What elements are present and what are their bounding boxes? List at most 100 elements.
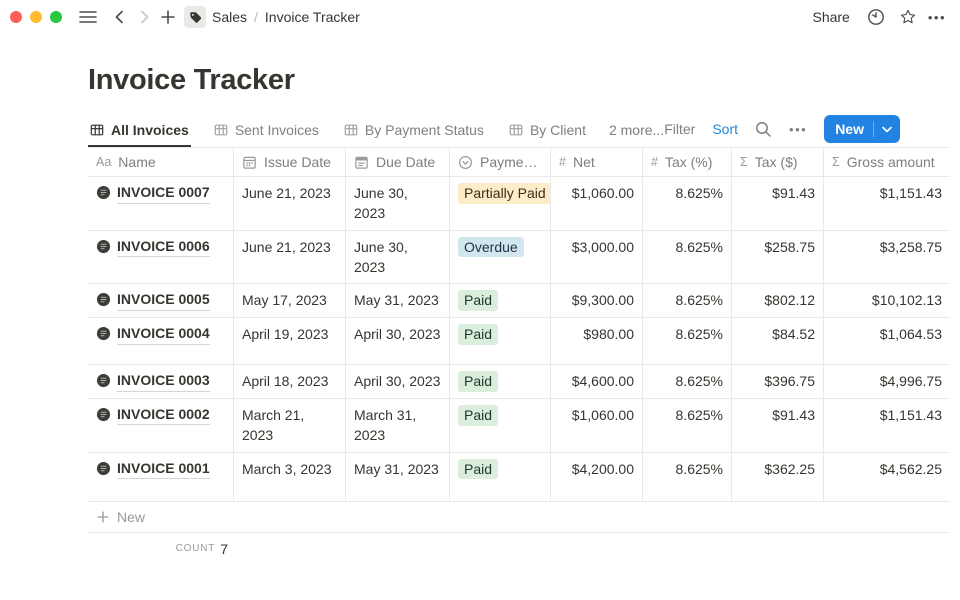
status-badge: Paid bbox=[458, 404, 499, 426]
due-date-cell[interactable]: May 31, 2023 bbox=[346, 284, 450, 318]
breadcrumb-separator: / bbox=[254, 9, 258, 25]
sidebar-menu-icon[interactable] bbox=[76, 5, 100, 29]
column-header-gross-amount[interactable]: Σ Gross amount bbox=[824, 148, 950, 176]
tax-percent-cell[interactable]: 8.625% bbox=[643, 284, 732, 318]
invoice-page-link[interactable]: INVOICE 0005 bbox=[88, 284, 234, 318]
gross-amount-cell[interactable]: $1,064.53 bbox=[879, 326, 942, 343]
column-header-name[interactable]: Aa Name bbox=[88, 148, 234, 176]
share-button[interactable]: Share bbox=[812, 9, 850, 25]
due-date-cell[interactable]: June 30, 2023 bbox=[346, 230, 450, 284]
due-date-cell[interactable]: May 31, 2023 bbox=[346, 452, 450, 501]
invoice-page-link[interactable]: INVOICE 0001 bbox=[88, 452, 234, 501]
net-cell[interactable]: $9,300.00 bbox=[551, 284, 643, 318]
tax-percent-cell[interactable]: 8.625% bbox=[643, 365, 732, 398]
column-header-tax[interactable]: Σ Tax ($) bbox=[732, 148, 824, 176]
filter-button[interactable]: Filter bbox=[664, 121, 696, 137]
nav-back-icon[interactable] bbox=[108, 5, 132, 29]
zoom-window-button[interactable] bbox=[50, 11, 62, 23]
net-cell[interactable]: $4,200.00 bbox=[551, 452, 643, 501]
tax-percent-cell[interactable]: 8.625% bbox=[643, 452, 732, 501]
column-header-net[interactable]: # Net bbox=[551, 148, 643, 176]
breadcrumb: Sales / Invoice Tracker bbox=[212, 9, 360, 25]
gross-amount-cell[interactable]: $4,562.25 bbox=[879, 460, 942, 477]
payment-status-cell[interactable]: Paid bbox=[450, 284, 551, 318]
invoice-page-link[interactable]: INVOICE 0004 bbox=[88, 318, 234, 365]
view-tab-sent-invoices[interactable]: Sent Invoices bbox=[212, 122, 321, 147]
payment-status-cell[interactable]: Partially Paid bbox=[450, 177, 551, 230]
payment-status-cell[interactable]: Paid bbox=[450, 398, 551, 452]
due-date-cell[interactable]: April 30, 2023 bbox=[346, 365, 450, 398]
gross-amount-cell[interactable]: $10,102.13 bbox=[871, 292, 942, 309]
gross-amount-cell[interactable]: $4,996.75 bbox=[879, 373, 942, 390]
search-icon[interactable] bbox=[755, 121, 772, 138]
count-footer[interactable]: COUNT 7 bbox=[88, 533, 234, 565]
breadcrumb-workspace[interactable]: Sales bbox=[212, 9, 248, 25]
more-options-icon[interactable]: ••• bbox=[927, 9, 946, 25]
new-entry-button[interactable]: New bbox=[824, 115, 900, 143]
tax-percent-cell[interactable]: 8.625% bbox=[643, 230, 732, 284]
issue-date-cell[interactable]: May 17, 2023 bbox=[234, 284, 346, 318]
tax-dollar-cell[interactable]: $84.52 bbox=[732, 318, 824, 365]
new-page-plus-icon[interactable] bbox=[156, 5, 180, 29]
payment-status-cell[interactable]: Paid bbox=[450, 365, 551, 398]
issue-date-cell[interactable]: March 3, 2023 bbox=[234, 452, 346, 501]
due-date-cell[interactable]: April 30, 2023 bbox=[346, 318, 450, 365]
invoice-page-link[interactable]: INVOICE 0002 bbox=[88, 398, 234, 452]
net-cell[interactable]: $1,060.00 bbox=[551, 177, 643, 230]
payment-status-cell[interactable]: Paid bbox=[450, 318, 551, 365]
tax-dollar-cell[interactable]: $362.25 bbox=[732, 452, 824, 501]
invoice-page-link[interactable]: INVOICE 0003 bbox=[88, 365, 234, 398]
view-tab-all-invoices[interactable]: All Invoices bbox=[88, 122, 191, 147]
invoice-page-icon bbox=[96, 239, 111, 254]
column-header-payment[interactable]: Payment ... bbox=[450, 148, 551, 176]
breadcrumb-page[interactable]: Invoice Tracker bbox=[264, 9, 360, 25]
issue-date-cell[interactable]: June 21, 2023 bbox=[234, 230, 346, 284]
view-tab-by-client[interactable]: By Client bbox=[507, 122, 588, 147]
payment-status-cell[interactable]: Paid bbox=[450, 452, 551, 501]
column-label: Tax ($) bbox=[754, 154, 798, 170]
due-date-cell[interactable]: June 30, 2023 bbox=[346, 177, 450, 230]
column-header-issue-date[interactable]: Issue Date bbox=[234, 148, 346, 176]
tax-dollar-cell[interactable]: $396.75 bbox=[732, 365, 824, 398]
gross-amount-cell[interactable]: $3,258.75 bbox=[879, 238, 942, 255]
close-window-button[interactable] bbox=[10, 11, 22, 23]
column-label: Name bbox=[118, 154, 156, 170]
column-header-tax[interactable]: # Tax (%) bbox=[643, 148, 732, 176]
column-header-due-date[interactable]: Due Date bbox=[346, 148, 450, 176]
gross-amount-cell[interactable]: $1,151.43 bbox=[879, 185, 942, 201]
net-cell[interactable]: $1,060.00 bbox=[551, 398, 643, 452]
column-label: Due Date bbox=[376, 154, 436, 170]
tax-percent-cell[interactable]: 8.625% bbox=[643, 177, 732, 230]
invoice-page-link[interactable]: INVOICE 0007 bbox=[88, 177, 234, 230]
net-cell[interactable]: $4,600.00 bbox=[551, 365, 643, 398]
net-cell[interactable]: $3,000.00 bbox=[551, 230, 643, 284]
tax-percent-cell[interactable]: 8.625% bbox=[643, 398, 732, 452]
history-clock-icon[interactable] bbox=[864, 5, 888, 29]
minimize-window-button[interactable] bbox=[30, 11, 42, 23]
invoice-page-link[interactable]: INVOICE 0006 bbox=[88, 230, 234, 284]
net-cell[interactable]: $980.00 bbox=[551, 318, 643, 365]
gross-amount-cell[interactable]: $1,151.43 bbox=[879, 406, 942, 423]
tax-dollar-cell[interactable]: $91.43 bbox=[732, 398, 824, 452]
formula-property-icon: Σ bbox=[832, 155, 840, 169]
sort-button[interactable]: Sort bbox=[712, 121, 739, 137]
add-new-row-button[interactable]: New bbox=[88, 502, 950, 533]
issue-date-cell[interactable]: June 21, 2023 bbox=[234, 177, 346, 230]
tax-percent-cell[interactable]: 8.625% bbox=[643, 318, 732, 365]
workspace-tag-icon[interactable] bbox=[184, 6, 206, 28]
tax-dollar-cell[interactable]: $802.12 bbox=[732, 284, 824, 318]
due-date-cell[interactable]: March 31, 2023 bbox=[346, 398, 450, 452]
view-options-icon[interactable]: ••• bbox=[789, 121, 808, 137]
issue-date-cell[interactable]: April 18, 2023 bbox=[234, 365, 346, 398]
payment-status-cell[interactable]: Overdue bbox=[450, 230, 551, 284]
tax-dollar-cell[interactable]: $91.43 bbox=[732, 177, 824, 230]
issue-date-cell[interactable]: April 19, 2023 bbox=[234, 318, 346, 365]
view-tab-by-payment-status[interactable]: By Payment Status bbox=[342, 122, 486, 147]
favorite-star-icon[interactable] bbox=[896, 5, 920, 29]
issue-date-cell[interactable]: March 21, 2023 bbox=[234, 398, 346, 452]
chevron-down-icon[interactable] bbox=[874, 126, 900, 133]
tax-dollar-cell[interactable]: $258.75 bbox=[732, 230, 824, 284]
more-views-button[interactable]: 2 more... bbox=[608, 122, 665, 138]
nav-forward-icon[interactable] bbox=[132, 5, 156, 29]
